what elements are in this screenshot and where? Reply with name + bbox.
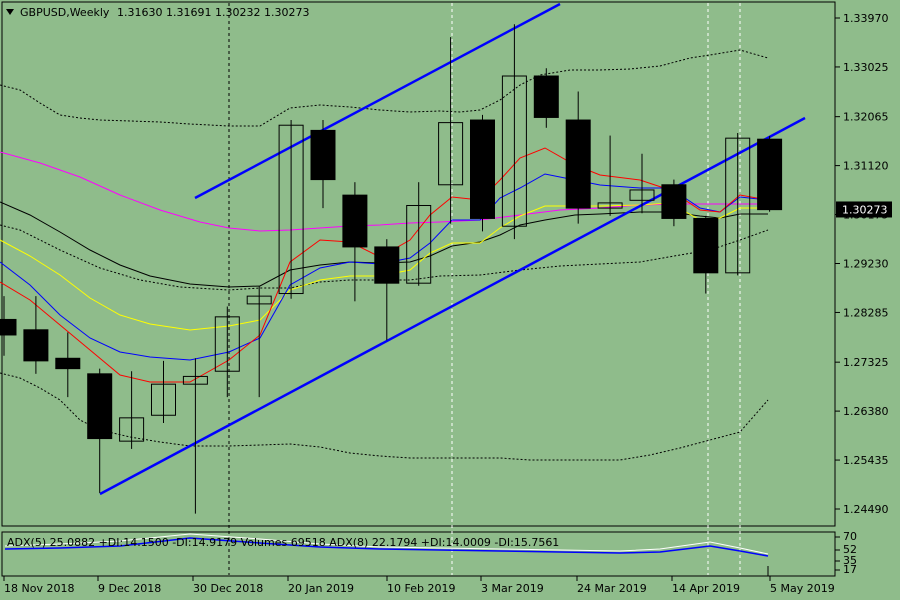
bull-candle[interactable] (438, 122, 464, 186)
time-axis: 18 Nov 2018 9 Dec 2018 30 Dec 2018 20 Jan 2… (3, 576, 835, 595)
price-tick-label: 1.26380 (843, 405, 889, 418)
time-tick-label: 18 Nov 2018 (4, 582, 74, 595)
bear-candle[interactable] (0, 318, 17, 336)
price-tick-label: 1.28285 (843, 306, 889, 319)
time-tick-label: 10 Feb 2019 (387, 582, 455, 595)
indicator-tick-label: 17 (843, 563, 857, 576)
price-axis: 1.339701.330251.320651.311201.301751.292… (835, 12, 889, 516)
bear-candle[interactable] (342, 194, 368, 248)
price-tick-label: 1.32065 (843, 111, 889, 124)
time-tick-label: 3 Mar 2019 (481, 582, 544, 595)
bull-candle[interactable] (151, 383, 176, 416)
dropdown-triangle-icon[interactable] (6, 9, 14, 15)
bull-candle[interactable] (246, 295, 272, 305)
bear-candle[interactable] (757, 138, 783, 211)
bear-candle[interactable] (470, 119, 495, 219)
indicator-label: ADX(5) 25.0882 +DI:14.1500 -DI:14.9179 V… (7, 536, 559, 549)
price-tick-label: 1.25435 (843, 454, 889, 467)
time-tick-label: 20 Jan 2019 (288, 582, 354, 595)
price-tick-label: 1.29230 (843, 258, 889, 271)
ohlc-label: 1.31630 1.31691 1.30232 1.30273 (117, 6, 309, 19)
ma-magenta-line (0, 151, 768, 232)
symbol-label: GBPUSD,Weekly (20, 6, 110, 19)
time-tick-label: 5 May 2019 (770, 582, 835, 595)
bear-candle[interactable] (310, 129, 336, 181)
bull-candle[interactable] (597, 202, 623, 209)
channel-lower-trendline[interactable] (99, 116, 806, 496)
indicator-tick-label: 52 (843, 543, 857, 556)
adx-white-line (4, 533, 769, 555)
ma-blue-line (0, 173, 769, 361)
bull-candle[interactable] (182, 375, 208, 385)
channel-upper-trendline[interactable] (194, 2, 561, 200)
bull-candle[interactable] (278, 124, 304, 295)
price-tick-label: 1.33970 (843, 12, 889, 25)
bear-candle[interactable] (565, 119, 591, 209)
price-tick-label: 1.33025 (843, 61, 889, 74)
envelope-upper-line (0, 49, 769, 127)
price-tick-label: 1.24490 (843, 503, 889, 516)
bull-candle[interactable] (119, 417, 145, 442)
bear-candle[interactable] (533, 75, 559, 118)
bull-candle[interactable] (406, 204, 432, 284)
price-tick-label: 1.31120 (843, 160, 889, 173)
current-price-badge (836, 201, 892, 218)
bull-candle[interactable] (501, 75, 527, 227)
indicator-tick-label: 35 (843, 554, 857, 567)
bull-candle[interactable] (214, 316, 240, 372)
time-tick-label: 9 Dec 2018 (98, 582, 161, 595)
bear-candle[interactable] (374, 246, 400, 284)
time-tick-label: 24 Mar 2019 (577, 582, 647, 595)
ma-black-line (0, 201, 768, 288)
bear-candle[interactable] (693, 217, 719, 274)
bear-candle[interactable] (661, 184, 687, 219)
adx-blue-line (4, 537, 769, 557)
bear-candle[interactable] (23, 329, 49, 362)
bull-candle[interactable] (629, 189, 655, 201)
indicator-tick-label: 70 (843, 530, 857, 543)
time-tick-label: 14 Apr 2019 (672, 582, 740, 595)
ma-red-line (0, 147, 769, 383)
price-tick-label: 1.27325 (843, 356, 889, 369)
ma-yellow-line (0, 202, 768, 331)
candles-group (0, 24, 783, 514)
bear-candle[interactable] (55, 357, 81, 370)
bull-candle[interactable] (725, 137, 751, 274)
bear-candle[interactable] (87, 373, 113, 440)
current-price-label: 1.30273 (842, 203, 888, 216)
time-tick-label: 30 Dec 2018 (193, 582, 263, 595)
